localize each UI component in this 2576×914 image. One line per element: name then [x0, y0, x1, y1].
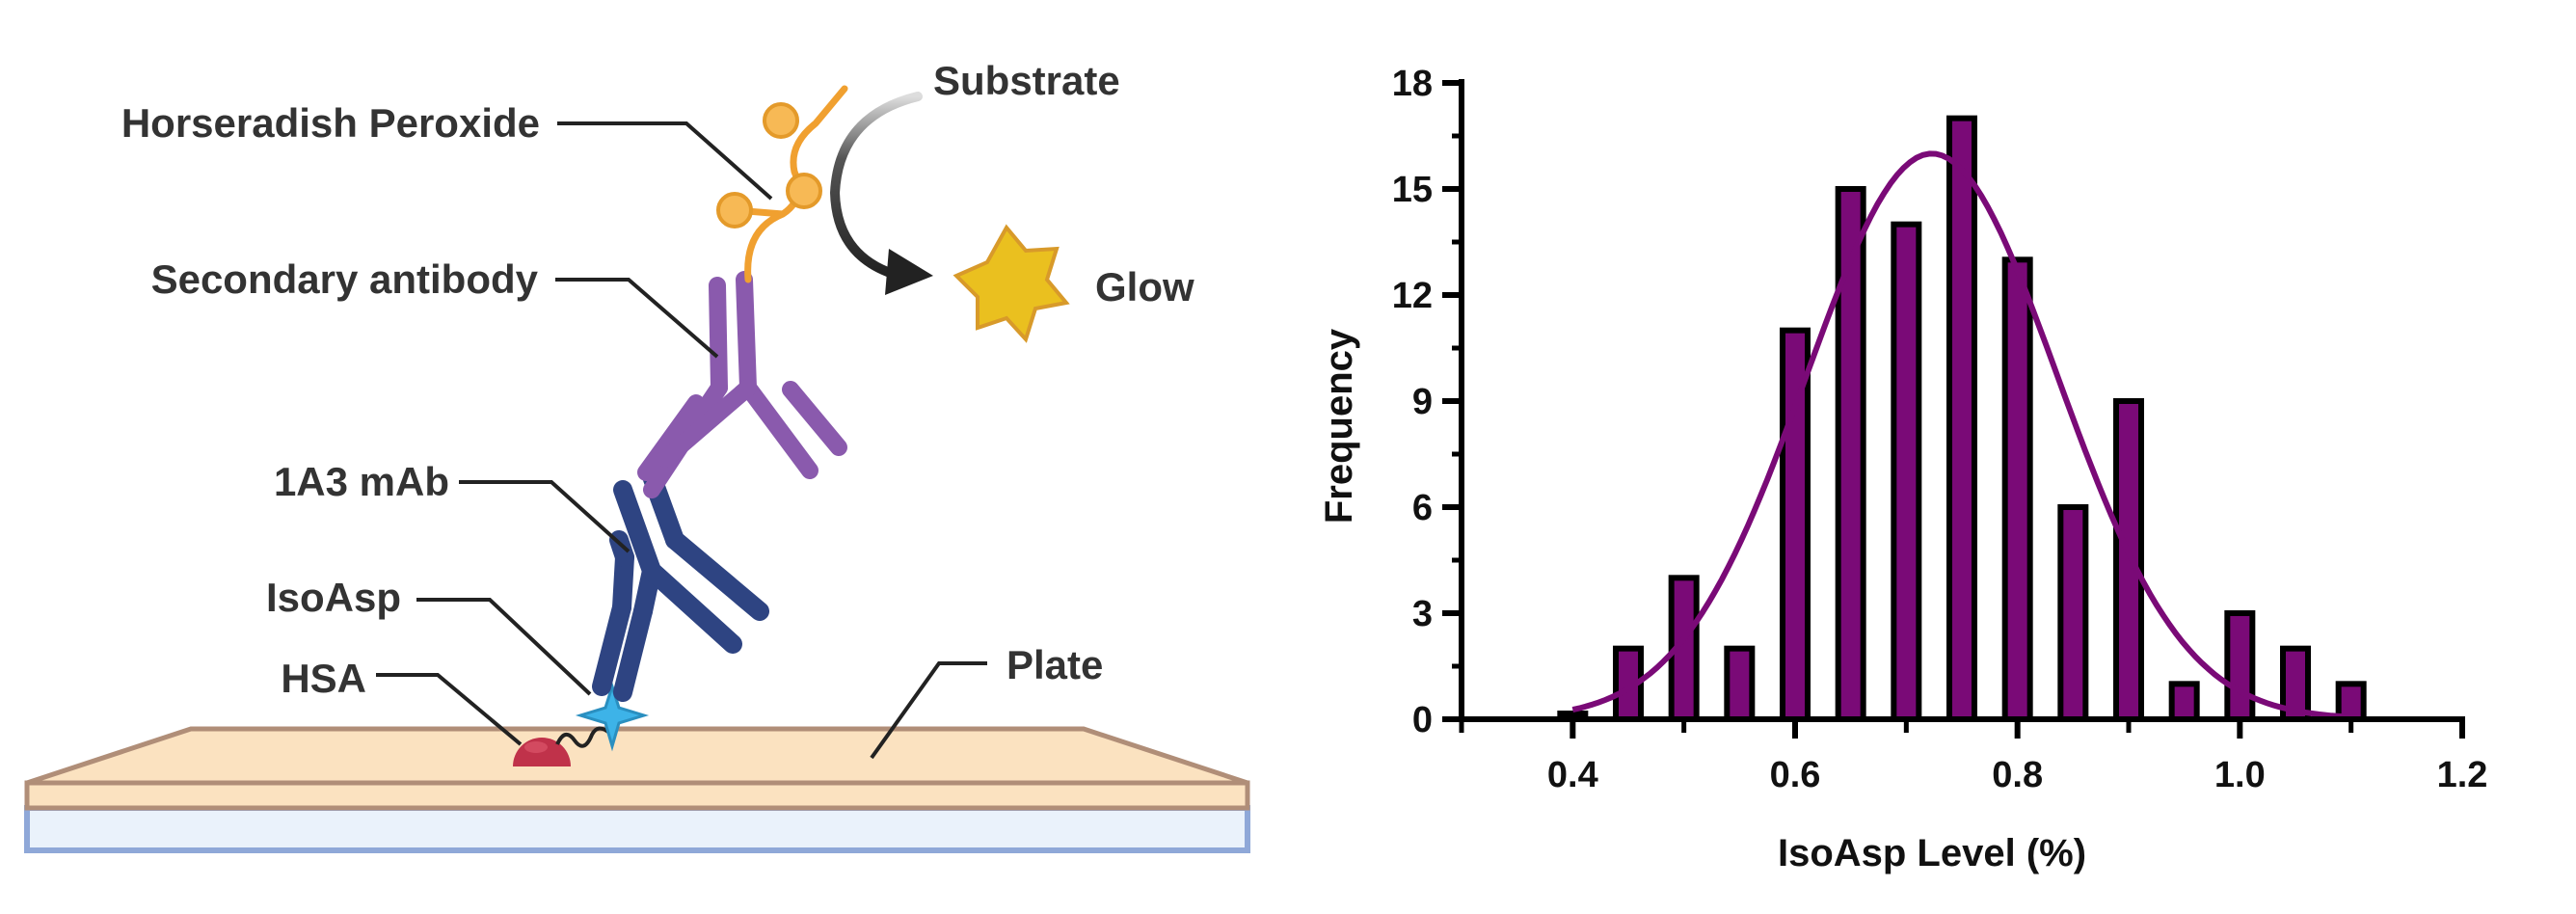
- y-tick-label: 0: [1412, 700, 1433, 740]
- y-tick-label: 12: [1392, 276, 1433, 316]
- histogram-bar: [1891, 221, 1922, 722]
- label-isoasp: IsoAsp: [266, 575, 401, 620]
- histogram-bar: [1946, 115, 1977, 722]
- hrp-enzyme: [716, 85, 848, 283]
- label-mab: 1A3 mAb: [274, 459, 449, 504]
- label-hrp: Horseradish Peroxide: [121, 100, 540, 146]
- x-axis-label: IsoAsp Level (%): [1778, 832, 2086, 874]
- glow-star: [953, 224, 1070, 343]
- histogram-bar: [2057, 504, 2089, 722]
- plate-base: [24, 805, 1250, 853]
- primary-antibody: [592, 467, 769, 702]
- y-tick-label: 15: [1392, 170, 1433, 210]
- y-tick-label: 18: [1392, 64, 1433, 104]
- label-secondary-antibody: Secondary antibody: [151, 256, 539, 302]
- histogram-bar: [1780, 327, 1811, 722]
- hsa-molecule: [513, 738, 571, 766]
- histogram-bar: [2335, 681, 2367, 722]
- histogram-bar: [2113, 398, 2144, 722]
- gaussian-fit-curve: [1571, 150, 2351, 720]
- y-tick-label: 3: [1412, 594, 1433, 634]
- histogram-bar: [1724, 645, 1756, 723]
- plate: [24, 726, 1250, 853]
- isoasp-star: [575, 682, 650, 752]
- x-tick-label: 0.6: [1770, 755, 1821, 795]
- plate-front: [24, 780, 1250, 811]
- hsa-linker: [555, 726, 611, 748]
- label-substrate: Substrate: [933, 58, 1120, 103]
- histogram-bar: [2168, 681, 2200, 722]
- plate-top: [26, 726, 1248, 786]
- elisa-diagram: Horseradish Peroxide Substrate Secondary…: [24, 58, 1250, 853]
- substrate-arrow: [829, 92, 923, 279]
- histogram-bar: [2224, 610, 2256, 722]
- label-plate: Plate: [1006, 642, 1103, 687]
- x-tick-label: 0.8: [1992, 755, 2043, 795]
- y-axis-label: Frequency: [1318, 328, 1360, 524]
- histogram-bar: [2001, 256, 2033, 722]
- secondary-antibody: [637, 271, 847, 498]
- isoasp-histogram: 0 3 6 9 12 15 18 0.4 0.6 0.8 1.0 1.2 IsoAsp Level (…: [1318, 64, 2488, 874]
- arrowhead-icon: [885, 249, 933, 295]
- x-tick-label: 0.4: [1547, 755, 1598, 795]
- label-hsa: HSA: [281, 656, 366, 701]
- histogram-bar: [1835, 186, 1866, 722]
- label-glow: Glow: [1095, 264, 1194, 309]
- leader-lines: [376, 121, 987, 760]
- y-tick-label: 6: [1412, 488, 1433, 528]
- x-tick-label: 1.0: [2214, 755, 2266, 795]
- y-tick-label: 9: [1412, 382, 1433, 422]
- x-tick-label: 1.2: [2437, 755, 2488, 795]
